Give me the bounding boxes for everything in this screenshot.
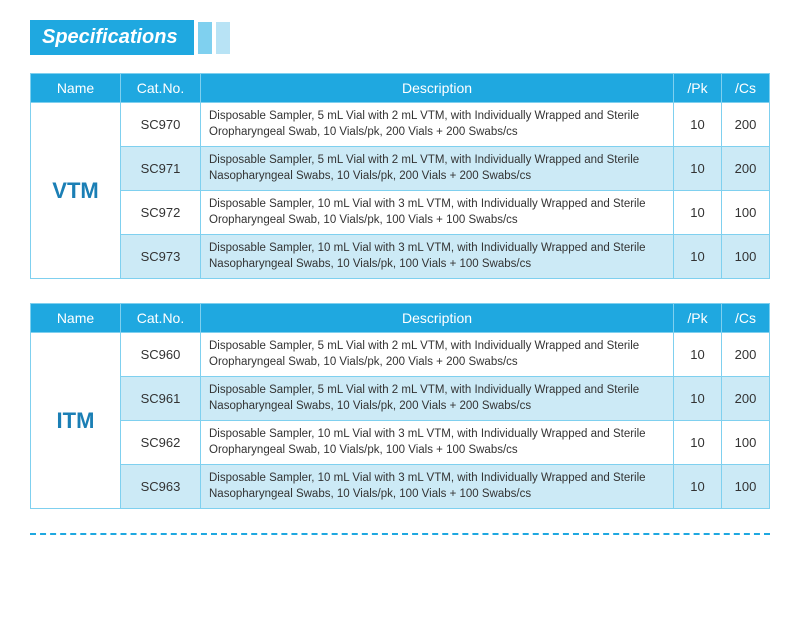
pk: 10: [674, 191, 722, 235]
col-pk-header: /Pk: [674, 304, 722, 333]
description: Disposable Sampler, 5 mL Vial with 2 mL …: [201, 333, 674, 377]
table-row: SC963 Disposable Sampler, 10 mL Vial wit…: [31, 465, 770, 509]
col-cs-header: /Cs: [722, 74, 770, 103]
table-row: SC973 Disposable Sampler, 10 mL Vial wit…: [31, 235, 770, 279]
col-cs-header: /Cs: [722, 304, 770, 333]
cat-no: SC970: [121, 103, 201, 147]
pk: 10: [674, 465, 722, 509]
cat-no: SC971: [121, 147, 201, 191]
cs: 100: [722, 421, 770, 465]
table-row: SC962 Disposable Sampler, 10 mL Vial wit…: [31, 421, 770, 465]
col-desc-header: Description: [201, 74, 674, 103]
table-header-row: Name Cat.No. Description /Pk /Cs: [31, 304, 770, 333]
description: Disposable Sampler, 10 mL Vial with 3 mL…: [201, 421, 674, 465]
col-desc-header: Description: [201, 304, 674, 333]
spec-table-itm: Name Cat.No. Description /Pk /Cs ITM SC9…: [30, 303, 770, 509]
col-pk-header: /Pk: [674, 74, 722, 103]
title-bar: Specifications: [30, 20, 770, 55]
col-name-header: Name: [31, 304, 121, 333]
table-row: VTM SC970 Disposable Sampler, 5 mL Vial …: [31, 103, 770, 147]
table-header-row: Name Cat.No. Description /Pk /Cs: [31, 74, 770, 103]
pk: 10: [674, 147, 722, 191]
group-name: VTM: [31, 103, 121, 279]
table-row: ITM SC960 Disposable Sampler, 5 mL Vial …: [31, 333, 770, 377]
pk: 10: [674, 421, 722, 465]
pk: 10: [674, 333, 722, 377]
group-name: ITM: [31, 333, 121, 509]
table-row: SC971 Disposable Sampler, 5 mL Vial with…: [31, 147, 770, 191]
cs: 100: [722, 465, 770, 509]
description: Disposable Sampler, 5 mL Vial with 2 mL …: [201, 377, 674, 421]
table-row: SC972 Disposable Sampler, 10 mL Vial wit…: [31, 191, 770, 235]
spec-table-vtm: Name Cat.No. Description /Pk /Cs VTM SC9…: [30, 73, 770, 279]
col-cat-header: Cat.No.: [121, 74, 201, 103]
cs: 200: [722, 147, 770, 191]
pk: 10: [674, 377, 722, 421]
col-name-header: Name: [31, 74, 121, 103]
description: Disposable Sampler, 10 mL Vial with 3 mL…: [201, 235, 674, 279]
description: Disposable Sampler, 5 mL Vial with 2 mL …: [201, 147, 674, 191]
title-accent-2: [216, 22, 230, 54]
cat-no: SC962: [121, 421, 201, 465]
description: Disposable Sampler, 10 mL Vial with 3 mL…: [201, 191, 674, 235]
cat-no: SC963: [121, 465, 201, 509]
cs: 200: [722, 377, 770, 421]
cat-no: SC960: [121, 333, 201, 377]
page-title: Specifications: [30, 20, 194, 55]
col-cat-header: Cat.No.: [121, 304, 201, 333]
description: Disposable Sampler, 10 mL Vial with 3 mL…: [201, 465, 674, 509]
cs: 100: [722, 235, 770, 279]
cat-no: SC961: [121, 377, 201, 421]
description: Disposable Sampler, 5 mL Vial with 2 mL …: [201, 103, 674, 147]
pk: 10: [674, 103, 722, 147]
cs: 200: [722, 103, 770, 147]
title-accent-1: [198, 22, 212, 54]
cat-no: SC973: [121, 235, 201, 279]
dashed-divider: [30, 533, 770, 535]
cs: 100: [722, 191, 770, 235]
cs: 200: [722, 333, 770, 377]
table-row: SC961 Disposable Sampler, 5 mL Vial with…: [31, 377, 770, 421]
cat-no: SC972: [121, 191, 201, 235]
pk: 10: [674, 235, 722, 279]
